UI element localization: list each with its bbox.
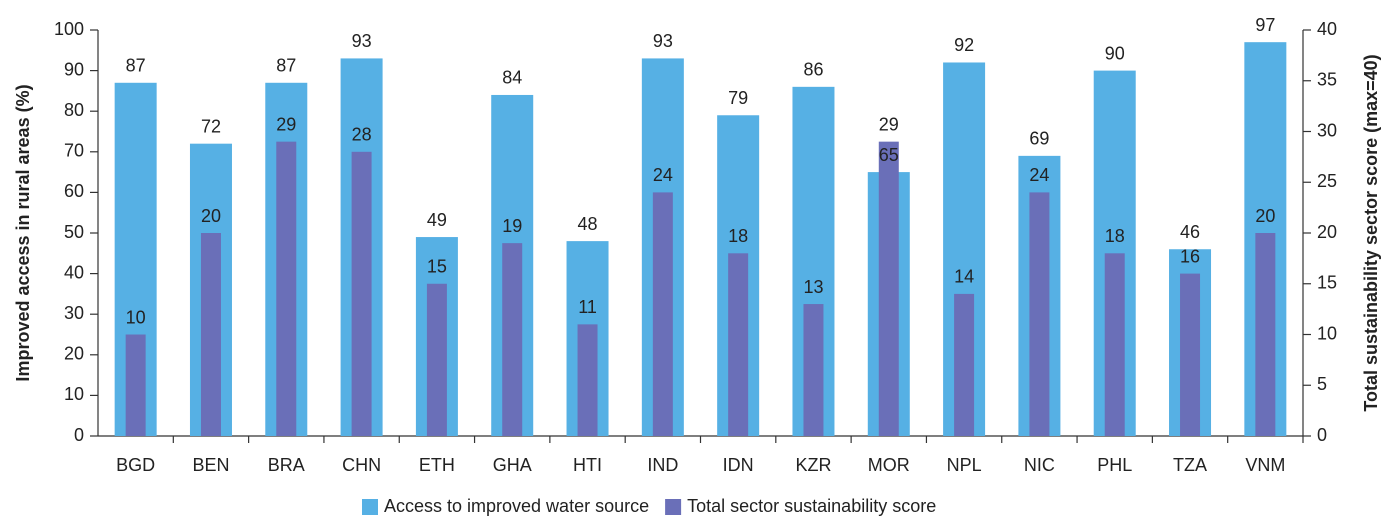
data-label: 48 xyxy=(578,214,598,234)
data-label: 24 xyxy=(1029,165,1049,185)
x-tick-label: VNM xyxy=(1245,455,1285,475)
data-label: 29 xyxy=(879,114,899,134)
x-tick-label: MOR xyxy=(868,455,910,475)
data-label: 49 xyxy=(427,210,447,230)
bar xyxy=(878,141,899,436)
data-label: 13 xyxy=(803,277,823,297)
data-label: 87 xyxy=(276,56,296,76)
data-label: 93 xyxy=(352,31,372,51)
x-tick-label: KZR xyxy=(795,455,831,475)
data-label: 87 xyxy=(126,56,146,76)
data-label: 14 xyxy=(954,267,974,287)
bar xyxy=(577,324,598,436)
bar xyxy=(1104,253,1125,436)
x-tick-label: IND xyxy=(647,455,678,475)
y2-tick-label: 15 xyxy=(1317,273,1337,293)
data-label: 92 xyxy=(954,35,974,55)
y-axis-title: Improved access in rural areas (%) xyxy=(13,84,33,381)
bar xyxy=(276,141,297,436)
x-tick-label: CHN xyxy=(342,455,381,475)
data-label: 19 xyxy=(502,216,522,236)
y-tick-label: 0 xyxy=(74,425,84,445)
data-label: 72 xyxy=(201,116,221,136)
y2-tick-label: 10 xyxy=(1317,323,1337,343)
data-label: 20 xyxy=(201,206,221,226)
y2-tick-label: 30 xyxy=(1317,120,1337,140)
x-tick-label: NIC xyxy=(1024,455,1055,475)
x-tick-label: BEN xyxy=(192,455,229,475)
data-label: 15 xyxy=(427,257,447,277)
data-label: 65 xyxy=(879,145,899,165)
legend-label: Access to improved water source xyxy=(384,496,649,516)
y2-tick-label: 35 xyxy=(1317,70,1337,90)
bar xyxy=(502,243,523,436)
y-tick-label: 20 xyxy=(64,344,84,364)
x-tick-label: NPL xyxy=(947,455,982,475)
data-label: 16 xyxy=(1180,246,1200,266)
y-tick-label: 90 xyxy=(64,59,84,79)
bar xyxy=(803,304,824,436)
legend-swatch xyxy=(665,499,682,515)
x-tick-label: IDN xyxy=(723,455,754,475)
bar xyxy=(1255,233,1276,436)
y2-axis-title: Total sustainability sector score (max=4… xyxy=(1361,54,1381,411)
bar xyxy=(351,151,372,437)
bar xyxy=(125,334,146,436)
data-label: 24 xyxy=(653,165,673,185)
y-tick-label: 70 xyxy=(64,141,84,161)
data-label: 97 xyxy=(1255,15,1275,35)
data-label: 10 xyxy=(126,307,146,327)
data-label: 86 xyxy=(803,60,823,80)
data-label: 18 xyxy=(1105,226,1125,246)
y-tick-label: 50 xyxy=(64,222,84,242)
x-tick-label: BRA xyxy=(268,455,305,475)
y2-tick-label: 20 xyxy=(1317,222,1337,242)
bar xyxy=(200,233,221,436)
data-label: 84 xyxy=(502,68,522,88)
data-label: 28 xyxy=(352,125,372,145)
x-tick-label: GHA xyxy=(493,455,532,475)
y-tick-label: 10 xyxy=(64,384,84,404)
x-tick-label: BGD xyxy=(116,455,155,475)
y-tick-label: 40 xyxy=(64,262,84,282)
y-tick-label: 80 xyxy=(64,100,84,120)
data-label: 69 xyxy=(1029,129,1049,149)
y2-tick-label: 40 xyxy=(1317,19,1337,39)
legend-label: Total sector sustainability score xyxy=(687,496,936,516)
x-tick-label: HTI xyxy=(573,455,602,475)
data-label: 11 xyxy=(578,297,597,317)
y2-tick-label: 5 xyxy=(1317,374,1327,394)
data-label: 79 xyxy=(728,88,748,108)
y2-tick-label: 25 xyxy=(1317,171,1337,191)
y-tick-label: 30 xyxy=(64,303,84,323)
data-label: 18 xyxy=(728,226,748,246)
bar xyxy=(1180,273,1201,436)
data-label: 46 xyxy=(1180,222,1200,242)
x-tick-label: PHL xyxy=(1097,455,1132,475)
y2-tick-label: 0 xyxy=(1317,425,1327,445)
data-label: 29 xyxy=(276,114,296,134)
y-tick-label: 100 xyxy=(54,19,84,39)
legend-swatch xyxy=(362,499,378,515)
y-tick-label: 60 xyxy=(64,181,84,201)
data-label: 20 xyxy=(1255,206,1275,226)
data-label: 93 xyxy=(653,31,673,51)
x-tick-label: ETH xyxy=(419,455,455,475)
bar xyxy=(954,293,975,436)
bar xyxy=(426,283,447,436)
bar xyxy=(1029,192,1050,436)
bar xyxy=(728,253,749,436)
data-label: 90 xyxy=(1105,43,1125,63)
x-tick-label: TZA xyxy=(1173,455,1207,475)
bar xyxy=(652,192,673,436)
